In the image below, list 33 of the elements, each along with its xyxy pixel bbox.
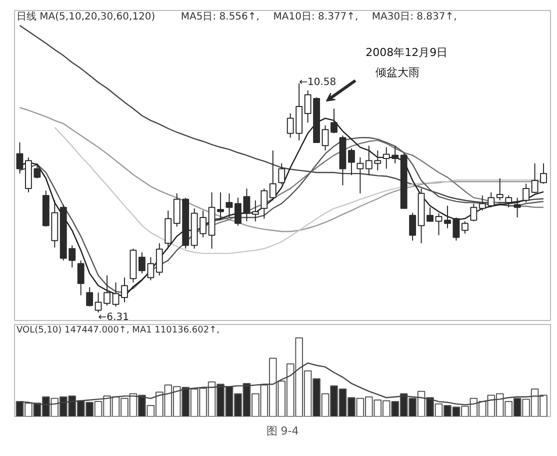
- candlestick: [260, 188, 268, 220]
- candlestick: [77, 260, 84, 296]
- annotation: 日线 MA(5,10,20,30,60,120): [16, 10, 156, 22]
- candlestick: [16, 142, 24, 174]
- candlestick: [514, 197, 521, 218]
- annotation: ←10.58: [299, 76, 336, 88]
- candlestick: [522, 183, 530, 204]
- candlestick: [156, 242, 163, 276]
- candlestick: [278, 162, 286, 185]
- candlestick: [86, 286, 94, 308]
- caption: 图 9-4: [266, 424, 299, 438]
- candlestick: [322, 124, 329, 151]
- candlestick: [435, 212, 442, 236]
- candlestick: [409, 212, 416, 242]
- candlestick: [356, 156, 364, 194]
- candlestick: [269, 150, 276, 201]
- candlestick: [226, 192, 233, 218]
- candlestick: [470, 203, 478, 222]
- annotation: MA10日: 8.377↑,: [273, 12, 358, 22]
- candlestick: [444, 205, 451, 229]
- annotation: 倾盆大雨: [376, 66, 420, 79]
- candlestick: [348, 148, 355, 176]
- candlestick: [330, 108, 338, 134]
- annotation: 2008年12月9日: [366, 46, 448, 59]
- candlestick: [112, 282, 120, 308]
- candlestick: [252, 200, 259, 222]
- candlestick: [121, 277, 128, 303]
- candlestick: [452, 217, 460, 242]
- text: VOL(5,10) 147447.000↑, MA1 110136.602↑,: [16, 326, 220, 336]
- annotation: MA5日: 8.556↑,: [180, 12, 260, 22]
- candlestick: [461, 220, 468, 234]
- annotation: MA30日: 8.837↑,: [372, 12, 457, 22]
- annotation: ←6.31: [98, 312, 129, 323]
